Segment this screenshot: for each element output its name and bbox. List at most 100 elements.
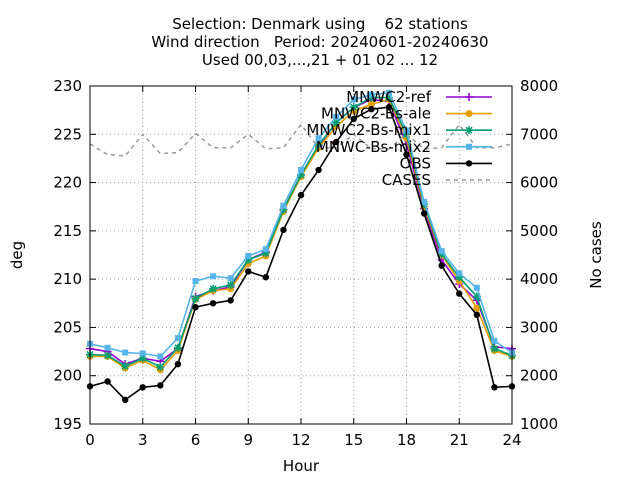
- data-point-mnwc-bs-mix2: [333, 113, 340, 120]
- legend-label-mnwc2-bs-ale: MNWC2-Bs-ale: [321, 105, 431, 123]
- data-point-obs: [491, 384, 498, 391]
- data-point-mnwc2-bs-mix1: [226, 280, 235, 289]
- data-point-obs: [139, 384, 146, 391]
- data-point-mnwc-bs-mix2: [350, 96, 357, 103]
- legend-label-obs: OBS: [400, 154, 431, 172]
- legend-label-mnwc2-bs-mix1: MNWC2-Bs-mix1: [306, 121, 431, 139]
- y-tick-label: 200: [53, 367, 82, 385]
- data-point-mnwc2-bs-mix1: [490, 344, 499, 353]
- data-point-obs: [385, 104, 393, 111]
- data-point-mnwc-bs-mix2: [227, 275, 234, 282]
- data-point-mnwc-bs-mix2: [122, 349, 129, 356]
- y2-tick-label: 4000: [520, 270, 558, 288]
- data-point-mnwc-bs-mix2: [139, 350, 146, 357]
- chart-title-line-1: Selection: Denmark using 62 stations: [172, 15, 468, 33]
- data-point-mnwc2-bs-mix1: [191, 294, 200, 303]
- data-point-obs: [245, 268, 252, 275]
- legend-label-mnwc-bs-mix2: MNWC-Bs-mix2: [316, 138, 431, 156]
- x-tick-label: 3: [138, 431, 148, 449]
- y2-tick-label: 2000: [520, 367, 558, 385]
- legend-marker-obs: [465, 160, 473, 167]
- data-point-obs: [420, 210, 428, 217]
- legend-label-mnwc2-ref: MNWC2-ref: [346, 88, 431, 106]
- data-point-mnwc2-bs-mix1: [349, 103, 358, 112]
- data-point-obs: [121, 396, 129, 404]
- data-point-mnwc-bs-mix2: [491, 337, 498, 344]
- data-point-obs: [262, 274, 270, 281]
- data-point-obs: [332, 138, 340, 146]
- x-tick-label: 18: [397, 431, 416, 449]
- data-point-obs: [368, 105, 375, 113]
- data-point-mnwc2-bs-mix1: [103, 351, 112, 360]
- legend-marker-mnwc2-ref: [465, 93, 473, 101]
- y2-tick-label: 3000: [520, 318, 558, 336]
- data-point-mnwc2-bs-mix1: [121, 362, 130, 371]
- x-tick-label: 12: [291, 431, 310, 449]
- y2-tick-label: 5000: [520, 222, 558, 240]
- data-point-mnwc-bs-mix2: [174, 335, 181, 342]
- data-point-obs: [157, 382, 164, 389]
- data-point-mnwc2-bs-mix1: [173, 343, 182, 352]
- data-point-obs: [280, 226, 287, 234]
- y2-tick-label: 7000: [520, 125, 558, 143]
- legend-marker-mnwc2-bs-ale: [465, 110, 473, 118]
- data-point-obs: [192, 303, 199, 311]
- x-tick-label: 9: [243, 431, 253, 449]
- data-point-mnwc-bs-mix2: [403, 127, 410, 134]
- data-point-mnwc-bs-mix2: [210, 273, 217, 280]
- data-point-obs: [209, 300, 217, 307]
- data-point-obs: [104, 378, 111, 385]
- y2-tick-label: 6000: [520, 174, 558, 192]
- data-point-obs: [456, 290, 463, 297]
- y-axis-label: deg: [8, 241, 26, 269]
- y2-tick-label: 8000: [520, 77, 558, 95]
- legend-marker-mnwc-bs-mix2: [466, 143, 472, 150]
- data-point-mnwc-bs-mix2: [192, 278, 199, 285]
- chart-title-line-2: Wind direction Period: 20240601-20240630: [151, 33, 489, 51]
- data-point-mnwc-bs-mix2: [280, 202, 287, 209]
- data-point-obs: [227, 297, 234, 304]
- data-point-obs: [350, 115, 357, 123]
- chart-title-line-3: Used 00,03,...,21 + 01 02 ... 12: [201, 51, 439, 69]
- data-point-obs: [438, 262, 445, 269]
- y-tick-label: 205: [53, 318, 82, 336]
- series-line-cases: [89, 123, 513, 157]
- data-point-mnwc-bs-mix2: [473, 284, 480, 291]
- data-point-mnwc-bs-mix2: [315, 135, 322, 142]
- data-point-obs: [174, 360, 182, 368]
- data-point-obs: [473, 311, 481, 319]
- data-point-mnwc2-bs-ale: [473, 304, 481, 312]
- x-tick-label: 21: [450, 431, 469, 449]
- legend: MNWC2-refMNWC2-Bs-aleMNWC2-Bs-mix1MNWC-B…: [306, 88, 492, 189]
- data-point-mnwc-bs-mix2: [245, 252, 252, 259]
- y-tick-label: 195: [53, 415, 82, 433]
- series-lines: [86, 89, 516, 404]
- data-point-mnwc-bs-mix2: [385, 89, 392, 96]
- y-tick-label: 215: [53, 222, 82, 240]
- legend-label-cases: CASES: [382, 171, 431, 189]
- data-point-obs: [315, 166, 322, 174]
- x-tick-label: 6: [191, 431, 201, 449]
- data-point-mnwc-bs-mix2: [421, 198, 428, 205]
- data-point-mnwc-bs-mix2: [456, 270, 463, 277]
- series-line-mnwc-bs-mix2: [89, 91, 513, 358]
- y-tick-label: 220: [53, 174, 82, 192]
- data-point-mnwc-bs-mix2: [438, 248, 445, 255]
- x-axis-label: Hour: [283, 457, 320, 475]
- x-tick-label: 15: [344, 431, 363, 449]
- y-tick-label: 230: [53, 77, 82, 95]
- y-tick-label: 225: [53, 125, 82, 143]
- y2-axis-label: No cases: [587, 221, 605, 289]
- legend-marker-mnwc2-bs-mix1: [465, 126, 473, 135]
- data-point-mnwc-bs-mix2: [104, 344, 111, 351]
- data-point-mnwc-bs-mix2: [298, 167, 304, 174]
- data-point-mnwc-bs-mix2: [262, 246, 269, 253]
- y2-tick-label: 1000: [520, 415, 558, 433]
- y-tick-label: 210: [53, 270, 82, 288]
- data-point-obs: [403, 151, 410, 158]
- x-tick-label: 24: [502, 431, 521, 449]
- data-point-obs: [297, 191, 305, 199]
- data-point-mnwc2-bs-mix1: [209, 284, 218, 293]
- axis-ticks: 0 3 6 9 12 15 18 21 24 195 200 205 210 215 220 225 230 10…: [53, 77, 558, 449]
